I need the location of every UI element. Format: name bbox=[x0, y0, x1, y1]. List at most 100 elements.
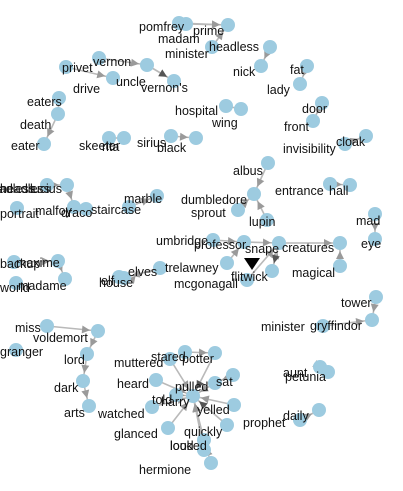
node-drive bbox=[106, 71, 120, 85]
word-label-voldemort: voldemort bbox=[33, 331, 88, 345]
node-elf bbox=[112, 270, 126, 284]
arrowhead-muttered-harry bbox=[181, 380, 189, 390]
word-label-daily: daily bbox=[283, 409, 309, 423]
node-malfoy bbox=[67, 200, 81, 214]
arrowhead-professor-snape bbox=[262, 238, 272, 247]
word-label-watched: watched bbox=[97, 407, 145, 421]
word-label-flitwick: flitwick bbox=[231, 270, 269, 284]
node-magical bbox=[333, 259, 347, 273]
arrowhead-voldemort-lord bbox=[90, 337, 98, 347]
word-label-maxime: maxime bbox=[16, 256, 60, 270]
node-gryffindor bbox=[365, 313, 379, 327]
node-muttered bbox=[163, 352, 177, 366]
word-label-prophet: prophet bbox=[243, 416, 286, 430]
word-label-staircase: staircase bbox=[91, 203, 141, 217]
word-label-uncle: uncle bbox=[116, 75, 146, 89]
edge-quickly-harry bbox=[192, 395, 228, 426]
node-potter bbox=[208, 346, 222, 360]
word-label-yelled: yelled bbox=[197, 403, 230, 417]
word-label-loud: loud bbox=[170, 439, 194, 453]
arrowhead-tower-gryffindor bbox=[370, 303, 379, 313]
node-vernon bbox=[92, 51, 106, 65]
arrowhead-privet-drive bbox=[96, 70, 106, 79]
word-label-marble: marble bbox=[124, 192, 162, 206]
node-minister bbox=[316, 319, 330, 333]
word-label-dumbledore: dumbledore bbox=[181, 193, 247, 207]
word-label-pulled: pulled bbox=[175, 380, 208, 394]
arrowhead-backup-maxime bbox=[41, 257, 51, 266]
word-label-headless: headless bbox=[0, 182, 50, 196]
word-label-elf: elf bbox=[101, 274, 115, 288]
word-label-pomfrey: pomfrey bbox=[139, 20, 185, 34]
word-label-entrance: entrance bbox=[275, 184, 324, 198]
arrowhead-elves-house bbox=[131, 269, 141, 278]
word-label-draco: draco bbox=[61, 206, 92, 220]
node-loud bbox=[197, 443, 211, 457]
word-label-aunt: aunt bbox=[283, 366, 308, 380]
arrowhead-miss-voldemort bbox=[81, 325, 91, 334]
node-fat bbox=[300, 59, 314, 73]
node-staircase bbox=[122, 200, 136, 214]
word-label-skeeter: skeeter bbox=[79, 139, 120, 153]
word-label-petunia: petunia bbox=[285, 370, 326, 384]
node-backup bbox=[7, 255, 21, 269]
node-headless bbox=[263, 40, 277, 54]
node-madame bbox=[58, 272, 72, 286]
node-hermione bbox=[204, 456, 218, 470]
arrowhead-snape-creatures bbox=[324, 239, 332, 247]
node-eaters bbox=[52, 91, 66, 105]
node-world bbox=[9, 276, 23, 290]
word-label-madame: madame bbox=[18, 279, 67, 293]
edge-backup-maxime bbox=[13, 260, 59, 263]
node-nick bbox=[254, 59, 268, 73]
word-label-fat: fat bbox=[290, 63, 304, 77]
node-eye bbox=[368, 232, 382, 246]
word-label-looked: looked bbox=[170, 439, 207, 453]
node-draco bbox=[79, 202, 93, 216]
word-label-eater: eater bbox=[11, 139, 40, 153]
word-label-albus: albus bbox=[233, 164, 263, 178]
word-label-minister: minister bbox=[165, 47, 209, 61]
node-arts bbox=[82, 399, 96, 413]
node-trelawney bbox=[220, 256, 234, 270]
node-sat bbox=[226, 368, 240, 382]
node-prophet bbox=[293, 413, 307, 427]
word-label-harry: harry bbox=[161, 395, 190, 409]
node-dark bbox=[76, 374, 90, 388]
word-label-headless: headless bbox=[209, 40, 259, 54]
arrowhead-albus-dumbledore bbox=[256, 177, 265, 187]
word-label-portrait: portrait bbox=[0, 207, 39, 221]
arrowhead-lord-dark bbox=[81, 364, 90, 374]
node-professor bbox=[237, 235, 251, 249]
word-label-invisibility: invisibility bbox=[283, 142, 337, 156]
word-label-told: told bbox=[152, 393, 172, 407]
arrowhead-lupin-dumbledore bbox=[257, 201, 265, 211]
arrowhead-minister-gryffindor bbox=[355, 317, 365, 326]
word-label-gryffindor: gryffindor bbox=[310, 319, 362, 333]
arrowhead-sprout-dumbledore bbox=[239, 199, 249, 209]
word-label-madam: madam bbox=[158, 32, 200, 46]
word-label-lord: lord bbox=[64, 353, 85, 367]
node-lord bbox=[80, 347, 94, 361]
word-label-glanced: glanced bbox=[114, 427, 158, 441]
word-label-lucius: lucius bbox=[30, 182, 62, 196]
node-hall bbox=[343, 178, 357, 192]
word-label-backup: backup bbox=[0, 257, 40, 271]
node-lucius bbox=[60, 178, 74, 192]
node-rita bbox=[117, 131, 131, 145]
node-portrait bbox=[10, 201, 24, 215]
arrowhead-magical-creatures bbox=[336, 251, 344, 259]
word-label-arts: arts bbox=[64, 406, 85, 420]
node-black bbox=[189, 131, 203, 145]
word-label-minister: minister bbox=[261, 320, 305, 334]
word-label-wing: wing bbox=[211, 116, 238, 130]
word-label-privet: privet bbox=[62, 61, 93, 75]
word-label-tower: tower bbox=[341, 296, 372, 310]
node-death bbox=[51, 107, 65, 121]
node-lady bbox=[293, 77, 307, 91]
arrowhead-potter-harry bbox=[196, 379, 204, 389]
node-stared bbox=[178, 345, 192, 359]
word-label-drive: drive bbox=[73, 82, 100, 96]
